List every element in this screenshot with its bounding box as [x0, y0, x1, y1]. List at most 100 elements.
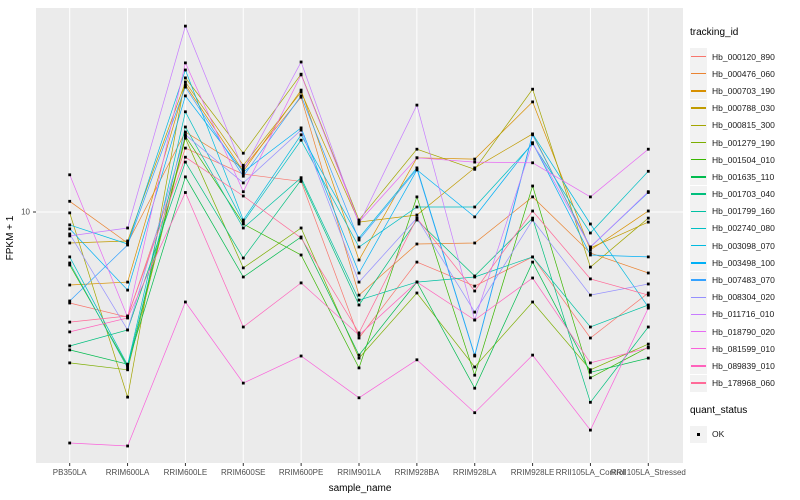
- data-point: [646, 306, 650, 310]
- data-point: [241, 275, 245, 279]
- data-point: [299, 73, 303, 77]
- legend-key-line-icon: [690, 357, 707, 375]
- data-point: [299, 178, 303, 182]
- legend-color-line-icon: [691, 193, 706, 195]
- legend-item: Hb_000703_190: [690, 82, 800, 100]
- data-point: [589, 245, 592, 249]
- x-tick-label: RRIM928BA: [395, 468, 440, 477]
- legend-color-line-icon: [691, 90, 706, 92]
- data-point: [357, 245, 361, 249]
- data-point: [473, 160, 477, 164]
- data-point: [531, 276, 534, 280]
- legend-item-label: Hb_018790_020: [712, 326, 775, 337]
- legend-key-line-icon: [690, 65, 707, 83]
- data-point: [126, 243, 129, 247]
- data-point: [68, 232, 72, 236]
- data-point: [184, 61, 187, 65]
- data-point: [589, 368, 592, 372]
- x-tick-label: RRIM928LA: [453, 468, 497, 477]
- data-point: [184, 155, 187, 159]
- data-point: [184, 68, 187, 72]
- data-point: [357, 331, 361, 335]
- legend-item-label: Hb_001799_160: [712, 206, 775, 217]
- data-point: [589, 277, 592, 281]
- data-point: [589, 370, 592, 374]
- legend-items: Hb_000120_890 Hb_000476_060 Hb_000703_190 H…: [690, 48, 800, 392]
- data-point: [646, 356, 650, 360]
- legend-color-line-icon: [691, 296, 706, 298]
- y-tick-label: 10: [21, 208, 30, 217]
- legend-key-square-icon: [690, 425, 707, 443]
- legend-key-line-icon: [690, 305, 707, 323]
- data-point: [646, 346, 650, 350]
- data-point: [357, 336, 361, 340]
- data-point: [68, 348, 72, 352]
- data-point: [357, 280, 361, 284]
- data-point: [415, 167, 419, 171]
- data-point: [531, 87, 534, 91]
- legend-color-line-icon: [691, 210, 706, 212]
- data-point: [184, 160, 187, 164]
- data-point: [531, 209, 534, 213]
- x-tick-label: RRIM600LA: [106, 468, 150, 477]
- legend-item: Hb_081599_010: [690, 340, 800, 358]
- legend-color-line-icon: [691, 279, 706, 281]
- data-point: [646, 190, 650, 194]
- data-point: [531, 218, 534, 222]
- data-point: [184, 191, 187, 194]
- data-point: [299, 236, 303, 240]
- data-point: [473, 289, 477, 293]
- data-point: [126, 328, 129, 332]
- legend-item: Hb_001703_040: [690, 185, 800, 203]
- data-point: [184, 146, 187, 150]
- legend-key-line-icon: [690, 168, 707, 186]
- data-point: [68, 199, 72, 203]
- data-point: [126, 368, 129, 372]
- data-point: [299, 60, 303, 64]
- legend-item-label: Hb_002740_080: [712, 223, 775, 234]
- data-point: [241, 151, 245, 155]
- legend-color-line-icon: [691, 262, 706, 264]
- data-point: [473, 284, 477, 288]
- data-point: [473, 365, 477, 369]
- data-point: [473, 386, 477, 390]
- data-point: [299, 94, 303, 98]
- data-point: [357, 396, 361, 400]
- legend-item-label: Hb_000815_300: [712, 120, 775, 131]
- data-point: [531, 133, 534, 137]
- data-point: [126, 316, 129, 320]
- ok-point-marker-icon: [696, 432, 701, 437]
- data-point: [589, 248, 592, 252]
- data-point: [299, 133, 303, 137]
- data-point: [415, 195, 419, 199]
- data-point: [473, 157, 477, 161]
- data-point: [357, 218, 361, 222]
- data-point: [68, 299, 72, 303]
- data-point: [415, 218, 419, 222]
- data-point: [473, 354, 477, 358]
- data-point: [415, 213, 419, 217]
- data-point: [415, 291, 419, 295]
- legend-item-label: Hb_000703_190: [712, 85, 775, 96]
- legend-item-label: OK: [712, 429, 725, 440]
- data-point: [589, 265, 592, 269]
- data-point: [68, 223, 72, 227]
- data-point: [357, 356, 361, 360]
- data-point: [241, 190, 245, 194]
- legend-item: Hb_008304_020: [690, 288, 800, 306]
- legend-item: Hb_003498_100: [690, 254, 800, 272]
- legend-item-ok: OK: [690, 425, 800, 443]
- legend-color-line-icon: [691, 365, 706, 367]
- x-tick-label: RRIM901LA: [337, 468, 381, 477]
- data-point: [589, 231, 592, 235]
- data-point: [184, 85, 187, 89]
- legend-key-line-icon: [690, 185, 707, 203]
- data-point: [415, 242, 419, 246]
- legend-item: Hb_001635_110: [690, 168, 800, 186]
- data-point: [68, 301, 72, 305]
- data-point: [589, 325, 592, 329]
- x-tick-label: RRIM600LE: [164, 468, 208, 477]
- legend-item: Hb_007483_070: [690, 271, 800, 289]
- legend-item-label: Hb_001635_110: [712, 171, 775, 182]
- data-point: [589, 253, 592, 257]
